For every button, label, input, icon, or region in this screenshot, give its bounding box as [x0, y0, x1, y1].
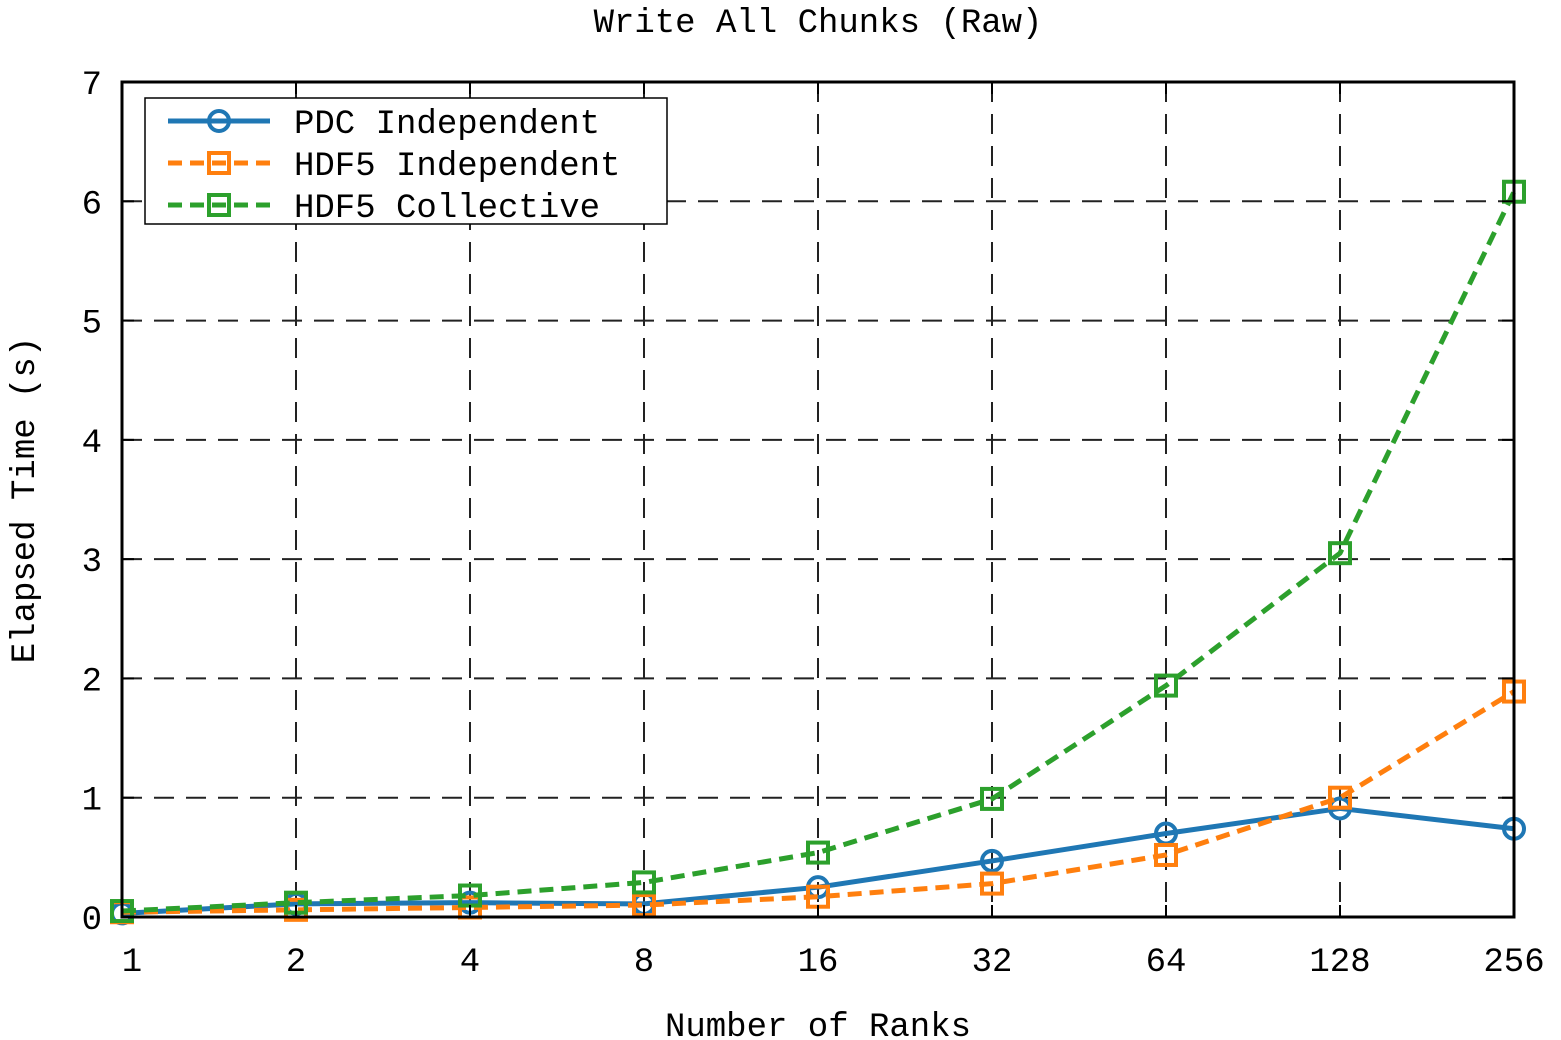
- legend-swatch-marker: [207, 151, 231, 175]
- x-tick-label: 2: [286, 944, 306, 982]
- grid-lines: [122, 82, 1514, 917]
- y-axis-label: Elapsed Time (s): [7, 337, 45, 663]
- y-tick-label: 7: [82, 67, 102, 105]
- x-tick-label: 8: [634, 944, 654, 982]
- chart-title: Write All Chunks (Raw): [594, 5, 1043, 43]
- legend-swatch-marker: [207, 193, 231, 217]
- data-point: [1328, 785, 1352, 810]
- y-tick-labels: 0 1 2 3 4 5 6 7: [82, 67, 102, 940]
- data-point: [1328, 541, 1352, 566]
- legend: PDC Independent HDF5 Independent HDF5 Coll…: [144, 97, 668, 228]
- y-tick-label: 4: [82, 425, 102, 463]
- y-tick-label: 0: [82, 902, 102, 940]
- x-axis-label: Number of Ranks: [665, 1009, 971, 1040]
- x-tick-label: 4: [460, 944, 480, 982]
- data-point: [980, 848, 1004, 873]
- x-tick-label: 1: [122, 944, 142, 982]
- axis-ticks: [121, 81, 1515, 918]
- x-tick-label: 16: [798, 944, 839, 982]
- legend-label: HDF5 Independent: [294, 148, 620, 186]
- y-tick-label: 6: [82, 186, 102, 224]
- data-point: [632, 870, 656, 895]
- series-line: [121, 190, 1517, 914]
- series-line: [121, 689, 1516, 915]
- data-point: [1154, 673, 1178, 698]
- x-tick-labels: 1 2 4 8 16 32 64 128 256: [122, 944, 1545, 982]
- y-tick-label: 5: [82, 306, 102, 344]
- data-point: [980, 871, 1004, 896]
- y-tick-label: 1: [82, 783, 102, 821]
- legend-label: HDF5 Collective: [294, 190, 600, 228]
- y-tick-label: 3: [82, 544, 102, 582]
- x-tick-label: 64: [1146, 944, 1187, 982]
- data-point: [806, 840, 830, 865]
- legend-swatch-marker: [207, 109, 231, 133]
- y-tick-label: 2: [82, 663, 102, 701]
- data-point: [980, 786, 1004, 811]
- x-tick-label: 256: [1483, 944, 1544, 982]
- legend-label: PDC Independent: [294, 106, 600, 144]
- x-tick-label: 32: [972, 944, 1013, 982]
- x-tick-label: 128: [1309, 944, 1370, 982]
- data-point: [1154, 842, 1178, 867]
